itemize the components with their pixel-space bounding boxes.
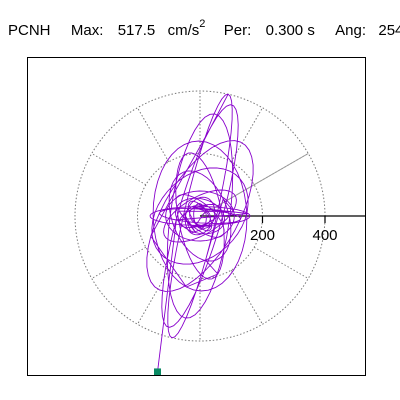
max-label: Max: — [70, 22, 104, 39]
ring-label-200: 200 — [250, 227, 275, 244]
ring-labels: 200 400 — [250, 227, 338, 244]
grid-ray-330 — [253, 246, 309, 279]
period-label: Per: — [223, 22, 252, 39]
max-unit-exponent: 2 — [199, 18, 206, 30]
angle-label: Ang: — [335, 22, 367, 39]
peak-marker — [154, 368, 161, 376]
grid-ray-150 — [91, 153, 147, 186]
grid-ray-210 — [91, 246, 147, 279]
station-name: PCNH — [8, 22, 51, 39]
chart-header: PCNH Max: 517.5 cm/s2 Per: 0.300 s Ang: … — [8, 14, 400, 39]
direction-line — [199, 153, 309, 217]
max-unit: cm/s — [167, 22, 200, 39]
plot-frame: 200 400 — [27, 57, 366, 376]
peak-marker-layer — [154, 368, 161, 376]
orbit-traces — [146, 93, 254, 372]
max-value: 517.5 — [117, 22, 156, 39]
grid-ray-120 — [137, 107, 170, 163]
angle-value: 254.7 — [378, 22, 400, 39]
polar-orbit-plot: 200 400 — [74, 90, 365, 376]
ring-label-400: 400 — [312, 227, 337, 244]
orbit-trace — [146, 93, 254, 372]
axes — [200, 215, 365, 223]
period-value: 0.300 s — [265, 22, 315, 39]
grid-ray-300 — [230, 269, 263, 325]
